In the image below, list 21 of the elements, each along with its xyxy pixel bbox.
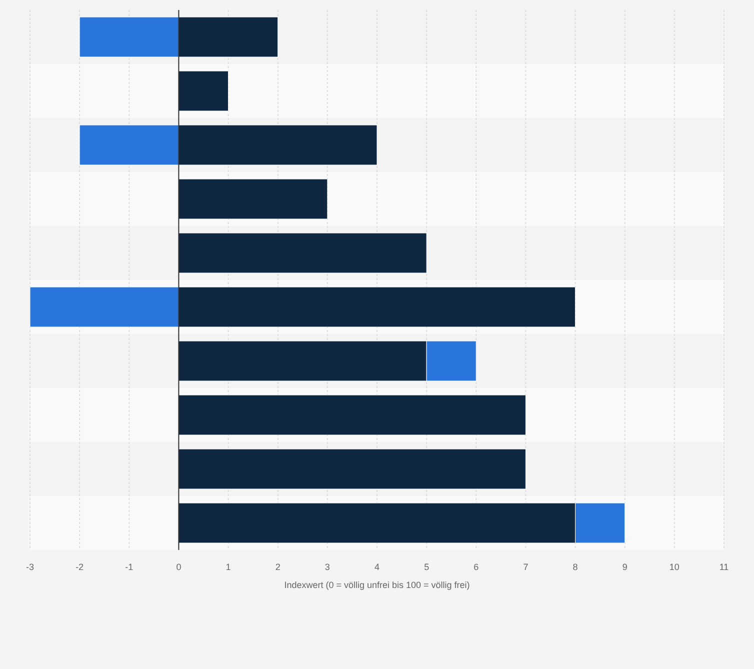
x-tick-label: 7 xyxy=(523,562,528,572)
x-tick-label: -3 xyxy=(26,562,34,572)
x-tick-label: 9 xyxy=(622,562,628,572)
x-tick-label: 8 xyxy=(572,562,578,572)
x-tick-label: 2 xyxy=(275,562,280,572)
x-axis-title: Indexwert (0 = völlig unfrei bis 100 = völlig frei) xyxy=(284,580,470,590)
x-tick-label: 5 xyxy=(424,562,430,572)
x-tick-label: 0 xyxy=(176,562,182,572)
bar xyxy=(178,70,229,112)
x-tick-label: 4 xyxy=(374,562,380,572)
x-tick-label: -1 xyxy=(125,562,134,572)
x-tick-label: 11 xyxy=(719,562,729,572)
x-tick-label: -2 xyxy=(76,562,84,572)
bar xyxy=(178,232,427,274)
bar xyxy=(178,394,526,436)
x-tick-label: 3 xyxy=(324,562,330,572)
x-tick-label: 10 xyxy=(669,562,680,572)
bar xyxy=(178,448,526,490)
x-tick-label: 6 xyxy=(474,562,479,572)
x-tick-label: 1 xyxy=(226,562,231,572)
bar xyxy=(178,178,328,220)
